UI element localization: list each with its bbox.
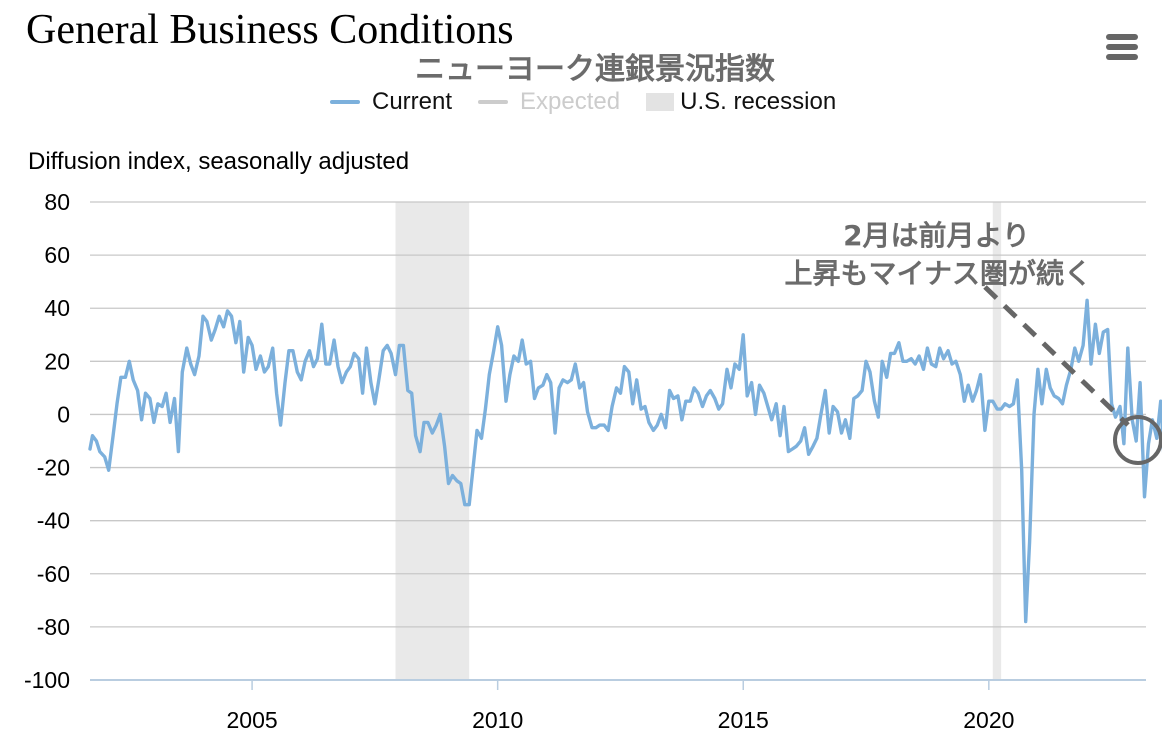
y-tick-label: -60: [37, 561, 70, 587]
annotation-arrow: [983, 285, 1130, 427]
y-axis-label: Diffusion index, seasonally adjusted: [28, 148, 410, 175]
annotation-line-1: 2月は前月より: [843, 219, 1030, 252]
legend-item-recession[interactable]: U.S. recession: [646, 88, 836, 116]
chart-subtitle: ニューヨーク連銀景況指数: [415, 52, 775, 87]
y-tick-label: 0: [57, 401, 70, 427]
current-line-swatch: [330, 100, 360, 104]
x-tick-label: 2005: [226, 707, 277, 733]
x-tick-label: 2010: [472, 707, 523, 733]
chart-legend: Current Expected U.S. recession: [330, 88, 862, 116]
legend-item-current[interactable]: Current: [330, 88, 452, 116]
y-tick-label: -20: [37, 455, 70, 481]
y-tick-label: 60: [44, 242, 70, 268]
expected-line-swatch: [478, 100, 509, 104]
y-tick-label: -100: [24, 667, 70, 693]
x-tick-label: 2020: [963, 707, 1014, 733]
hamburger-menu-icon[interactable]: [1104, 32, 1140, 62]
y-tick-label: 40: [44, 295, 70, 321]
x-tick-label: 2015: [718, 707, 769, 733]
y-tick-label: 80: [44, 189, 70, 215]
legend-label-recession: U.S. recession: [680, 88, 837, 115]
legend-label-expected: Expected: [520, 88, 621, 115]
recession-band-1: [992, 202, 1002, 680]
legend-item-expected[interactable]: Expected: [478, 88, 620, 116]
y-tick-label: 20: [44, 348, 70, 374]
annotation-circle: [1113, 415, 1162, 465]
recession-box-swatch: [646, 93, 675, 111]
chart-title: General Business Conditions: [26, 7, 514, 53]
legend-label-current: Current: [372, 88, 453, 115]
series-line-current: [88, 298, 1162, 624]
annotation-line-2: 上昇もマイナス圏が続く: [784, 257, 1092, 290]
y-tick-label: -80: [37, 614, 70, 640]
y-tick-label: -40: [37, 508, 70, 534]
recession-band-0: [395, 202, 470, 680]
